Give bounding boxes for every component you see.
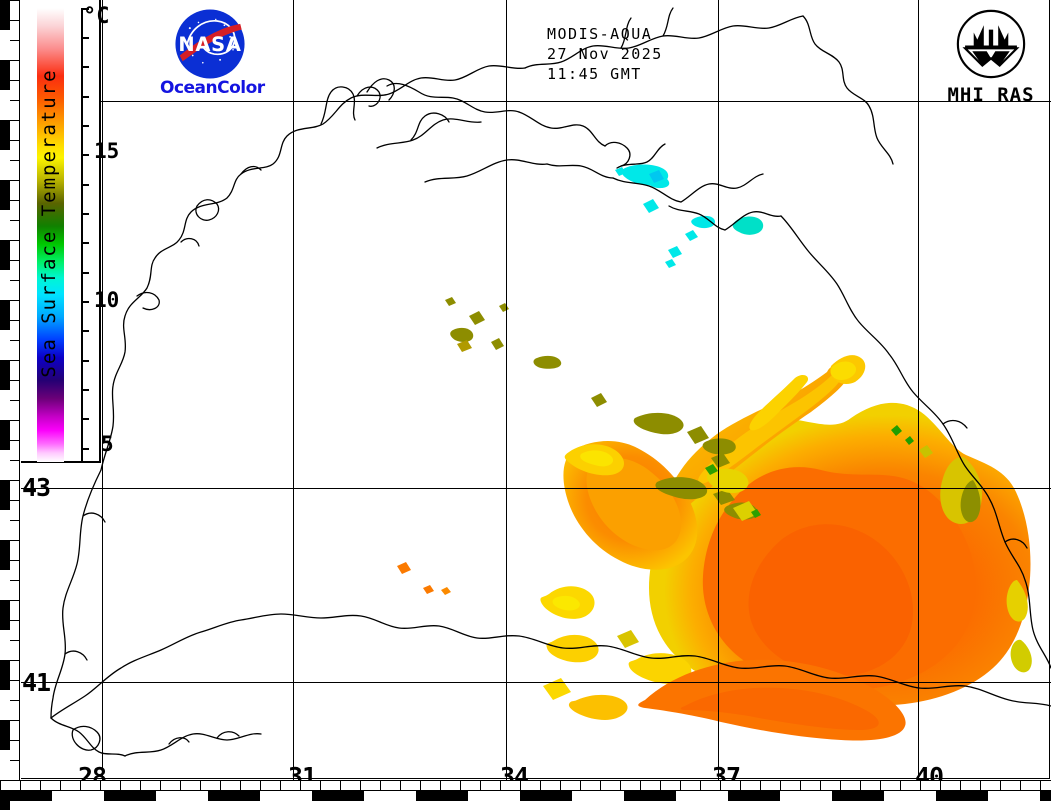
frame-band-left-outer bbox=[0, 0, 10, 810]
colorbar-tick-15: 15 bbox=[94, 139, 120, 163]
map-canvas[interactable] bbox=[21, 0, 1051, 780]
sst-olive-filaments bbox=[469, 303, 758, 520]
time-label: 11:45 GMT bbox=[547, 65, 642, 83]
lat-label-41: 41 bbox=[22, 668, 51, 697]
sst-isolated-pixels bbox=[397, 297, 474, 595]
svg-text:NASA: NASA bbox=[178, 33, 241, 56]
colorbar-title: Sea Surface Temperature bbox=[38, 68, 60, 378]
frame-band-left-inner bbox=[10, 0, 20, 801]
mhi-ras-logo: MHI RAS bbox=[941, 8, 1041, 106]
sst-azov-cold-patches bbox=[615, 164, 764, 268]
nasa-oceancolor-logo: NASA OceanColor bbox=[160, 8, 265, 100]
sst-central-patches bbox=[540, 441, 698, 684]
mhi-emblem-icon bbox=[956, 9, 1026, 79]
colorbar-unit-label: °C bbox=[83, 4, 110, 29]
sst-yellow-clump bbox=[705, 464, 761, 521]
gridline-lat-43 bbox=[21, 488, 1051, 489]
gridline-lat-top bbox=[21, 101, 1051, 102]
colorbar-tick-5: 5 bbox=[101, 432, 114, 456]
gridline-lat-41 bbox=[21, 682, 1051, 683]
colorbar-gradient bbox=[37, 8, 64, 462]
date-label: 27 Nov 2025 bbox=[547, 45, 663, 63]
gridline-lon-31 bbox=[293, 0, 294, 780]
gridline-lon-34 bbox=[506, 0, 507, 780]
oceancolor-wordmark: OceanColor bbox=[160, 78, 265, 98]
gridline-lon-28 bbox=[102, 0, 103, 780]
frame-band-bottom-outer bbox=[0, 791, 1051, 801]
colorbar-panel: 15 10 5 °C Sea Surface Temperature bbox=[21, 0, 119, 463]
mhi-ras-wordmark: MHI RAS bbox=[947, 84, 1035, 106]
colorbar-tick-10: 10 bbox=[94, 288, 120, 312]
gridline-lon-37 bbox=[718, 0, 719, 780]
frame-band-bottom-inner bbox=[0, 780, 1051, 791]
acquisition-info: MODIS-AQUA 27 Nov 2025 11:45 GMT bbox=[547, 24, 663, 84]
coastline-layer bbox=[50, 7, 1051, 757]
sst-raster-layer bbox=[50, 7, 1051, 757]
sensor-label: MODIS-AQUA bbox=[547, 25, 653, 43]
lat-label-43: 43 bbox=[22, 473, 51, 502]
nasa-meatball-icon: NASA bbox=[174, 8, 246, 80]
gridline-lon-40 bbox=[918, 0, 919, 780]
sst-south-coastal-arc bbox=[543, 659, 906, 741]
colorbar-axis bbox=[81, 8, 97, 462]
